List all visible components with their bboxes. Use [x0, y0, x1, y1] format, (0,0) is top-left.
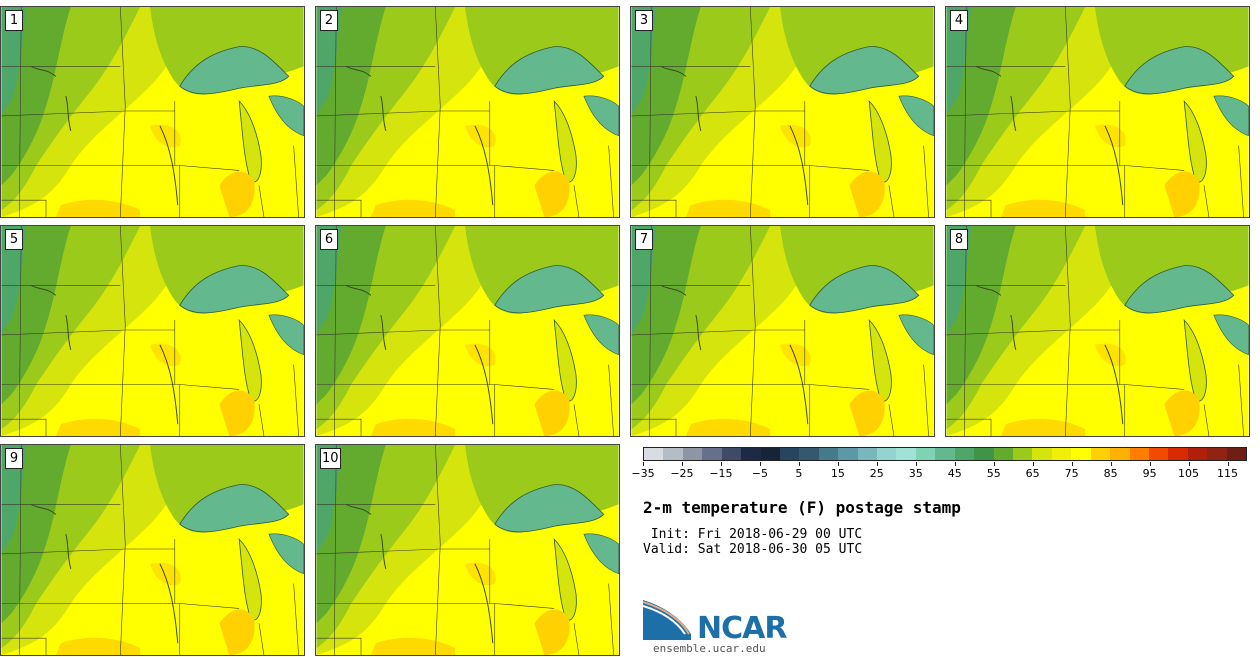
colorbar-segment [663, 448, 683, 460]
member-label: 10 [320, 448, 341, 469]
colorbar-tick-label: −25 [670, 467, 694, 480]
colorbar-tick [1071, 462, 1073, 466]
colorbar-segment [954, 448, 975, 460]
member-label: 1 [5, 10, 23, 31]
map-panel-3: 3 [630, 6, 935, 218]
map-panel-2: 2 [315, 6, 620, 218]
valid-time: Valid: Sat 2018-06-30 05 UTC [643, 542, 863, 557]
colorbar-tick-label: 5 [795, 467, 803, 480]
colorbar-segment [1051, 448, 1072, 460]
map-panel-6: 6 [315, 225, 620, 437]
colorbar-tick [1032, 462, 1034, 466]
colorbar-tick-label: 55 [986, 467, 1001, 480]
member-label: 9 [5, 448, 23, 469]
site-url: ensemble.ucar.edu [653, 642, 766, 655]
init-time: Init: Fri 2018-06-29 00 UTC [643, 527, 863, 542]
colorbar-tick-label: 85 [1103, 467, 1118, 480]
colorbar-tick [1227, 462, 1229, 466]
colorbar-tick [993, 462, 995, 466]
colorbar-tick-label: −15 [709, 467, 733, 480]
map-panel-8: 8 [945, 225, 1250, 437]
map-panel-10: 10 [315, 444, 620, 656]
colorbar-tick [876, 462, 878, 466]
colorbar-segment [1071, 448, 1091, 460]
colorbar-segment [1090, 448, 1111, 460]
colorbar-tick [837, 462, 839, 466]
colorbar-segment [915, 448, 936, 460]
colorbar-tick-label: 25 [869, 467, 884, 480]
colorbar-segment [799, 448, 819, 460]
colorbar-segment [1110, 448, 1130, 460]
logo-text: NCAR [697, 611, 787, 646]
colorbar-segment [935, 448, 955, 460]
colorbar-segment [1032, 448, 1052, 460]
colorbar-tick-label: 45 [947, 467, 962, 480]
colorbar-segment [1129, 448, 1149, 460]
member-label: 2 [320, 10, 338, 31]
colorbar-segment [721, 448, 742, 460]
colorbar-tick [681, 462, 683, 466]
colorbar-segment [993, 448, 1014, 460]
colorbar-tick-label: 35 [908, 467, 923, 480]
map-panel-7: 7 [630, 225, 935, 437]
colorbar-segment [974, 448, 994, 460]
colorbar-tick-label: −5 [751, 467, 768, 480]
member-label: 8 [950, 229, 968, 250]
colorbar-tick-label: −35 [631, 467, 655, 480]
colorbar-tick [1188, 462, 1190, 466]
map-panel-5: 5 [0, 225, 305, 437]
colorbar-segment [702, 448, 722, 460]
colorbar-segment [877, 448, 897, 460]
colorbar-segment [1226, 448, 1247, 460]
member-label: 5 [5, 229, 23, 250]
colorbar-segment [857, 448, 878, 460]
ncar-logo-icon [643, 600, 691, 640]
colorbar-tick-label: 75 [1064, 467, 1079, 480]
map-panel-1: 1 [0, 6, 305, 218]
colorbar-segment [818, 448, 839, 460]
colorbar-segment [1187, 448, 1208, 460]
colorbar-segment [1148, 448, 1169, 460]
colorbar-segment [1168, 448, 1188, 460]
colorbar-ticks: −35 −25 −15 −5 5 15 25 35 45 55 65 75 85 95 105 115 [631, 462, 1247, 480]
colorbar-segment [779, 448, 800, 460]
member-label: 6 [320, 229, 338, 250]
colorbar-tick [1149, 462, 1151, 466]
map-panel-4: 4 [945, 6, 1250, 218]
colorbar-segment [644, 448, 664, 460]
colorbar-tick [798, 462, 800, 466]
map-panel-9: 9 [0, 444, 305, 656]
temperature-colorbar [643, 447, 1247, 461]
colorbar-tick [759, 462, 761, 466]
colorbar-tick [954, 462, 956, 466]
colorbar-tick [1110, 462, 1112, 466]
colorbar-segment [682, 448, 703, 460]
colorbar-tick-label: 95 [1142, 467, 1157, 480]
colorbar-tick [643, 462, 644, 466]
colorbar-tick-label: 15 [830, 467, 845, 480]
colorbar-segment [838, 448, 858, 460]
colorbar-segment [1013, 448, 1033, 460]
colorbar-segment [1207, 448, 1227, 460]
member-label: 7 [635, 229, 653, 250]
colorbar-tick [720, 462, 722, 466]
colorbar-tick-label: 65 [1025, 467, 1040, 480]
member-label: 3 [635, 10, 653, 31]
colorbar-tick-label: 115 [1217, 467, 1239, 480]
colorbar-segment [741, 448, 761, 460]
colorbar-tick-label: 105 [1178, 467, 1200, 480]
member-label: 4 [950, 10, 968, 31]
colorbar-tick [915, 462, 917, 466]
chart-title: 2-m temperature (F) postage stamp [643, 498, 961, 517]
colorbar-segment [760, 448, 780, 460]
colorbar-segment [896, 448, 916, 460]
